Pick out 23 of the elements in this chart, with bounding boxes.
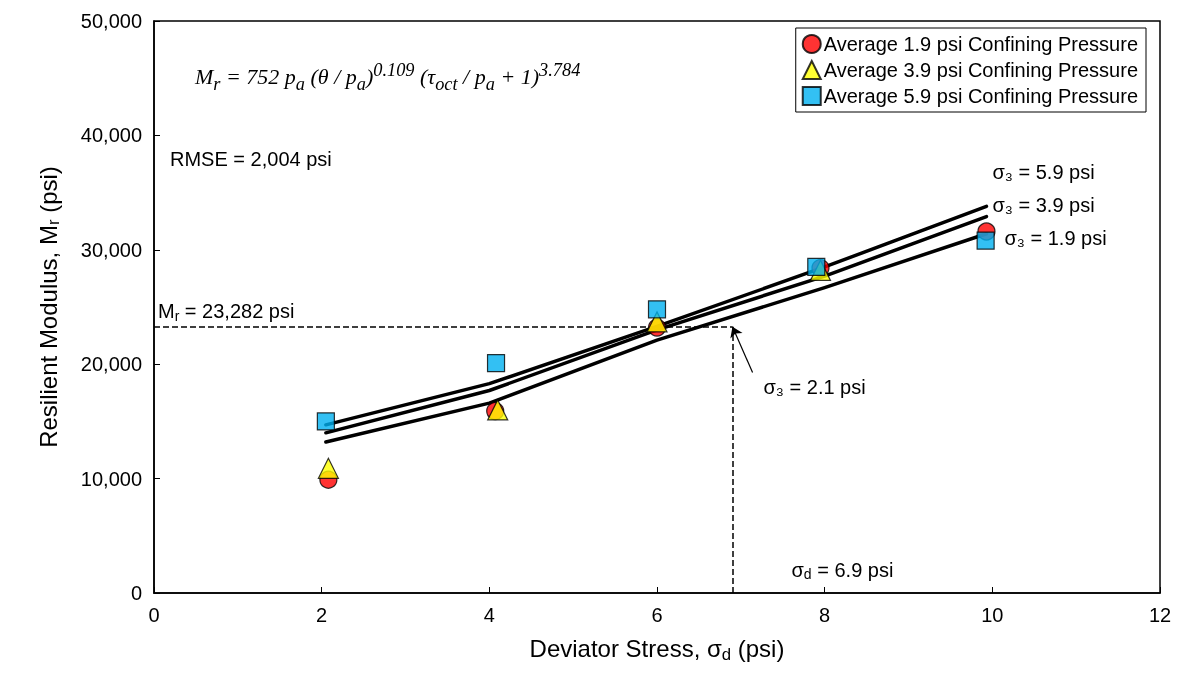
series-label: σ₃ = 3.9 psi (992, 193, 1095, 216)
x-tick-label: 6 (651, 604, 663, 626)
x-tick-label: 12 (1148, 604, 1172, 626)
x-tick-label: 4 (483, 604, 495, 626)
y-tick-label: 30,000 (80, 238, 142, 261)
x-tick-label: 2 (316, 604, 328, 626)
y-axis-title: Resilient Modulus, Mr (psi) (34, 166, 63, 448)
x-tick-label: 10 (981, 604, 1004, 626)
x-tick-label: 8 (819, 604, 831, 626)
y-tick-label: 50,000 (80, 10, 142, 32)
series-label: σ₃ = 1.9 psi (1004, 226, 1107, 249)
series-label: σ₃ = 5.9 psi (992, 161, 1095, 184)
annotation: σ₃ = 2.1 psi (763, 375, 866, 398)
x-tick-label: 0 (148, 604, 160, 626)
legend-label: Average 3.9 psi Confining Pressure (823, 59, 1139, 81)
y-tick-label: 10,000 (80, 467, 142, 490)
legend-label: Average 5.9 psi Confining Pressure (823, 85, 1139, 107)
y-tick-label: 40,000 (80, 124, 142, 147)
annotation: RMSE = 2,004 psi (170, 148, 332, 171)
y-tick-label: 0 (130, 582, 142, 604)
text: M$_{r}$ = 752 p$_{a}$ (θ / p$_{a}$)$^{0.109}$ (τ$_{oct}$ / p$_{a}$ + 1)$^{3.784}$ (195, 60, 581, 94)
legend-label: Average 1.9 psi Confining Pressure (823, 33, 1139, 55)
y-tick-label: 20,000 (80, 353, 142, 376)
